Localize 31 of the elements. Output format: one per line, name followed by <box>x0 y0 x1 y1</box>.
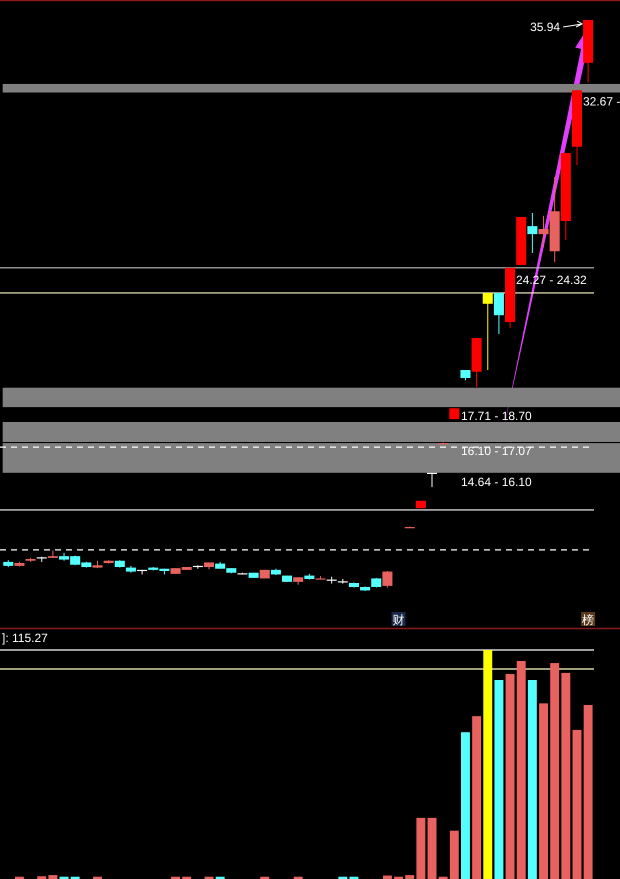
candlestick <box>494 292 504 335</box>
band-label: 14.64 - 16.10 <box>461 474 532 489</box>
bar <box>561 672 570 879</box>
bar <box>572 730 582 879</box>
bar <box>528 680 537 879</box>
bar <box>48 875 58 879</box>
bar <box>405 875 414 879</box>
bar <box>472 716 482 879</box>
band-label: 17.71 - 18.70 <box>461 409 532 424</box>
bar <box>539 703 548 879</box>
bar <box>450 830 459 879</box>
text: ]: 115.27 <box>2 631 48 645</box>
candlestick <box>460 370 470 381</box>
bar <box>428 818 436 879</box>
candlestick <box>527 212 538 254</box>
x-tick-label: 榜 <box>582 613 594 627</box>
bar <box>506 674 515 879</box>
candlestick <box>371 577 382 588</box>
candlestick <box>382 570 392 588</box>
bar <box>494 680 504 879</box>
bar <box>550 663 560 879</box>
bar <box>584 704 593 879</box>
bar <box>461 732 470 879</box>
candlestick <box>482 292 493 371</box>
bar <box>416 818 426 879</box>
band-label: 32.67 - <box>583 94 620 109</box>
bar <box>483 650 492 879</box>
bar <box>516 660 526 879</box>
x-tick-label: 财 <box>392 613 405 627</box>
annotation: 35.94 <box>530 20 560 34</box>
bar <box>382 876 392 879</box>
